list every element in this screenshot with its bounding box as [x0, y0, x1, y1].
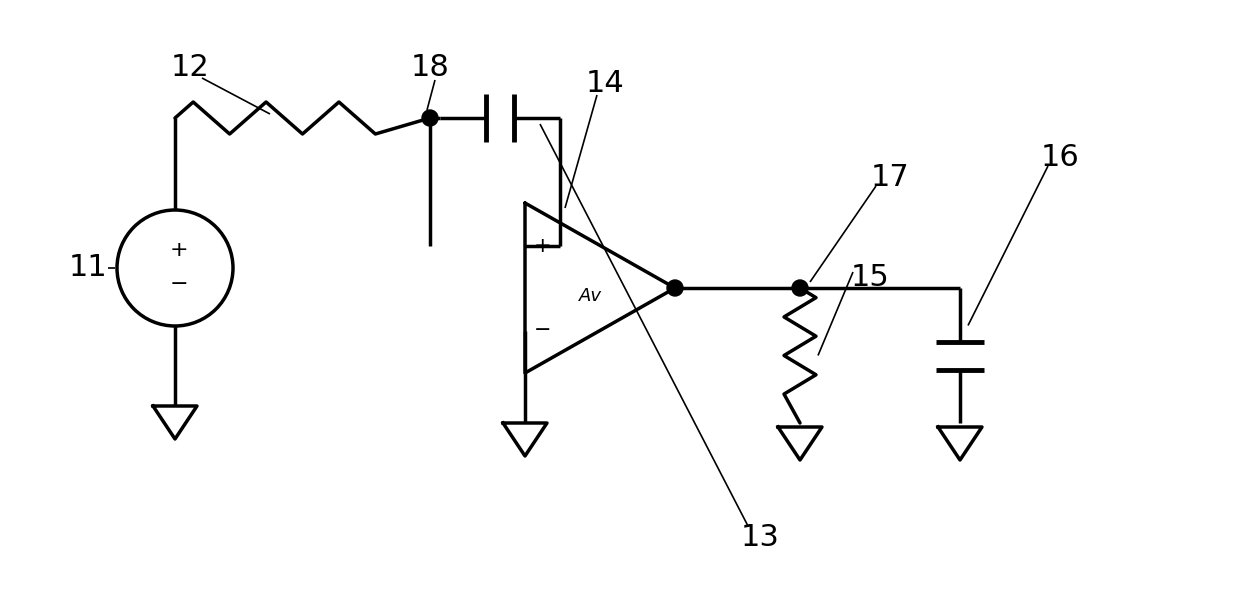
Text: Av: Av: [579, 287, 601, 305]
Circle shape: [422, 110, 438, 126]
Text: −: −: [534, 321, 552, 340]
Text: 15: 15: [851, 264, 889, 292]
Text: 18: 18: [410, 53, 449, 83]
Circle shape: [792, 280, 808, 296]
Text: 14: 14: [585, 69, 625, 97]
Text: 13: 13: [740, 523, 780, 553]
Text: 16: 16: [1040, 144, 1079, 172]
Text: +: +: [534, 236, 552, 255]
Circle shape: [667, 280, 683, 296]
Text: −: −: [170, 274, 188, 294]
Text: 11: 11: [68, 254, 108, 282]
Text: 17: 17: [870, 163, 909, 193]
Text: +: +: [170, 240, 188, 260]
Text: 12: 12: [171, 53, 210, 83]
